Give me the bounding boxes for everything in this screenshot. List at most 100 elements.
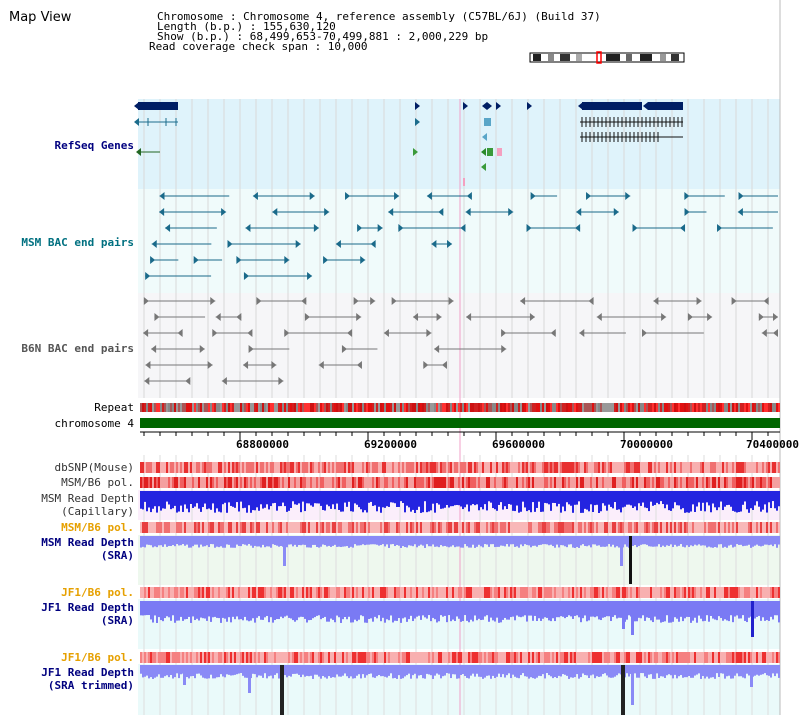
jf1-sra-depth xyxy=(600,601,602,621)
jf1-pol-stripe xyxy=(540,652,542,663)
msm-capillary-depth xyxy=(178,491,180,512)
dbsnp-stripe xyxy=(452,462,454,473)
dbsnp-stripe xyxy=(658,462,660,473)
jf1-trim-depth xyxy=(428,665,430,675)
msm-pol-stripe xyxy=(228,477,230,488)
repeat-block xyxy=(350,403,352,412)
feature-arrow xyxy=(207,361,213,369)
msm-sra-depth xyxy=(682,536,684,547)
jf1-pol-stripe xyxy=(566,652,568,663)
feature-arrow xyxy=(773,329,778,337)
msm-sra-depth xyxy=(442,536,444,547)
msm-pol-stripe xyxy=(280,522,282,533)
msm-sra-depth xyxy=(686,536,688,546)
msm-pol-stripe xyxy=(460,477,462,488)
jf1-trim-depth xyxy=(180,665,182,675)
jf1-sra-depth xyxy=(354,601,356,620)
msm-pol-stripe xyxy=(416,477,418,488)
msm-capillary-depth xyxy=(240,491,242,502)
jf1-trim-depth xyxy=(158,665,160,675)
jf1-trim-depth xyxy=(272,665,274,679)
repeat-block xyxy=(202,403,204,412)
msm-sra-depth xyxy=(394,536,396,547)
msm-pol-stripe xyxy=(234,477,236,488)
dbsnp-stripe xyxy=(642,462,644,473)
msm-capillary-depth xyxy=(618,491,620,510)
jf1-pol-stripe xyxy=(464,587,466,598)
jf1-pol-stripe xyxy=(224,587,226,598)
jf1-sra-depth xyxy=(154,601,156,616)
jf1-pol-stripe xyxy=(156,652,158,663)
track-label-jf1-depth-trimmed: JF1 Read Depth xyxy=(41,666,134,679)
msm-capillary-depth xyxy=(222,491,224,505)
msm-pol-stripe xyxy=(772,522,774,533)
dbsnp-stripe xyxy=(254,462,256,473)
jf1-trim-depth xyxy=(366,665,368,676)
jf1-sra-depth xyxy=(400,601,402,623)
dbsnp-stripe xyxy=(202,462,204,473)
msm-pol-stripe xyxy=(256,522,258,533)
msm-sra-depth xyxy=(452,536,454,546)
msm-pol-stripe xyxy=(530,477,532,488)
msm-capillary-depth xyxy=(692,491,694,505)
dbsnp-stripe xyxy=(290,462,292,473)
jf1-pol-stripe xyxy=(490,587,492,598)
jf1-sra-depth xyxy=(162,601,164,622)
dbsnp-stripe xyxy=(268,462,270,473)
jf1-pol-stripe xyxy=(524,652,526,663)
jf1-pol-stripe xyxy=(460,652,462,663)
ideogram-band xyxy=(640,54,652,61)
dbsnp-stripe xyxy=(638,462,640,473)
jf1-pol-stripe xyxy=(764,652,766,663)
feature-arrow xyxy=(501,329,507,337)
msm-sra-depth xyxy=(396,536,398,545)
jf1-pol-stripe xyxy=(246,587,248,598)
dbsnp-stripe xyxy=(622,462,624,473)
msm-pol-stripe xyxy=(452,522,454,533)
msm-sra-depth xyxy=(422,536,424,546)
msm-pol-stripe xyxy=(236,477,238,488)
jf1-pol-stripe xyxy=(534,587,536,598)
msm-sra-depth xyxy=(612,536,614,545)
jf1-pol-stripe xyxy=(198,652,200,663)
jf1-pol-stripe xyxy=(586,587,588,598)
jf1-pol-stripe xyxy=(626,587,628,598)
msm-pol-stripe xyxy=(564,477,566,488)
track-label-msm-bac[interactable]: MSM BAC end pairs xyxy=(21,236,134,249)
jf1-pol-stripe xyxy=(676,652,678,663)
msm-sra-depth xyxy=(448,536,450,548)
dbsnp-stripe xyxy=(624,462,626,473)
msm-sra-depth xyxy=(670,536,672,545)
jf1-pol-stripe xyxy=(410,587,412,598)
jf1-pol-stripe xyxy=(662,652,664,663)
jf1-pol-stripe xyxy=(664,587,666,598)
msm-pol-stripe xyxy=(650,477,652,488)
feature-arrow xyxy=(370,240,376,248)
jf1-pol-stripe xyxy=(280,652,282,663)
msm-pol-stripe xyxy=(462,477,464,488)
msm-pol-stripe xyxy=(650,522,652,533)
msm-pol-stripe xyxy=(732,522,734,533)
jf1-pol-stripe xyxy=(384,587,386,598)
jf1-pol-stripe xyxy=(758,587,760,598)
msm-pol-stripe xyxy=(288,522,290,533)
jf1-pol-stripe xyxy=(206,652,208,663)
jf1-pol-stripe xyxy=(420,652,422,663)
track-label-refseq[interactable]: RefSeq Genes xyxy=(54,139,134,152)
dbsnp-stripe xyxy=(510,462,512,473)
jf1-sra-depth xyxy=(424,601,426,618)
repeat-block xyxy=(294,403,296,412)
jf1-sra-depth xyxy=(544,601,546,618)
repeat-block xyxy=(476,403,478,412)
jf1-pol-stripe xyxy=(382,587,384,598)
jf1-trim-depth xyxy=(684,665,686,678)
dbsnp-stripe xyxy=(200,462,202,473)
msm-pol-stripe xyxy=(238,522,240,533)
repeat-block xyxy=(362,403,364,412)
track-label-b6n-bac[interactable]: B6N BAC end pairs xyxy=(21,342,134,355)
msm-pol-stripe xyxy=(432,522,434,533)
msm-pol-stripe xyxy=(144,477,146,488)
msm-sra-depth xyxy=(232,536,234,548)
jf1-pol-stripe xyxy=(372,652,374,663)
